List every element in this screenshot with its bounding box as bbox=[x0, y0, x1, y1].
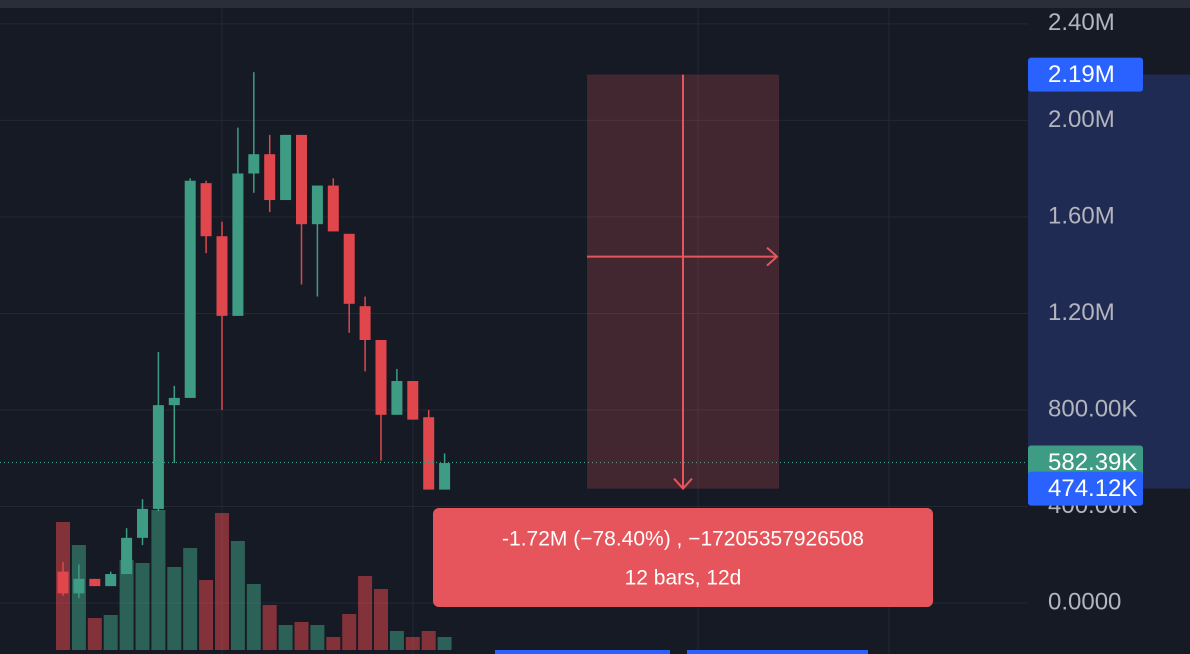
volume-bar bbox=[358, 576, 373, 650]
volume-bar bbox=[135, 563, 150, 650]
measure-v-arrowhead bbox=[673, 477, 693, 491]
axis-highlight bbox=[495, 650, 670, 654]
candle-body bbox=[105, 574, 117, 587]
volume-bar bbox=[342, 614, 357, 650]
volume-bar bbox=[374, 589, 388, 650]
volume-bar bbox=[326, 637, 341, 650]
candle-body bbox=[73, 578, 85, 594]
candle-body bbox=[232, 173, 244, 316]
candle-body bbox=[152, 405, 164, 509]
candle-body bbox=[296, 134, 307, 225]
price-label-bg bbox=[1028, 445, 1143, 480]
measure-tooltip-text: -1.72M (−78.40%) , −17205357926508 bbox=[502, 528, 864, 551]
candle-body bbox=[311, 185, 323, 225]
volume-bar bbox=[103, 615, 118, 650]
candle-body bbox=[391, 381, 403, 415]
candle-body bbox=[423, 417, 435, 490]
candle-body bbox=[407, 381, 419, 420]
candle-body bbox=[359, 306, 371, 340]
y-tick-label: 2.40M bbox=[1048, 9, 1115, 36]
volume-bar bbox=[278, 625, 293, 650]
volume-bar bbox=[262, 605, 277, 650]
candle-body bbox=[280, 134, 292, 201]
candle-body bbox=[343, 233, 355, 304]
volume-bar bbox=[230, 541, 245, 650]
volume-bar bbox=[199, 580, 214, 650]
candle-body bbox=[375, 339, 387, 415]
volume-bar bbox=[389, 631, 404, 650]
candle-body bbox=[327, 185, 339, 232]
y-tick-label: 0.0000 bbox=[1048, 588, 1121, 615]
candle-body bbox=[248, 154, 260, 174]
price-label-bg bbox=[1028, 57, 1143, 92]
measure-tooltip bbox=[433, 508, 933, 607]
volume-bar bbox=[119, 560, 134, 650]
candle-body bbox=[137, 508, 148, 538]
volume-bar bbox=[294, 622, 309, 650]
top-bar bbox=[0, 0, 1190, 8]
candle-body bbox=[264, 154, 276, 201]
candle-body bbox=[121, 537, 133, 575]
candle-body bbox=[168, 397, 180, 406]
volume-bar bbox=[151, 510, 166, 650]
measure-tooltip-text: 12 bars, 12d bbox=[625, 567, 742, 590]
candle-body bbox=[200, 183, 212, 237]
price-label: 2.19M bbox=[1048, 61, 1115, 88]
volume-bar bbox=[87, 618, 102, 650]
y-tick-label: 2.00M bbox=[1048, 106, 1115, 133]
y-tick-label: 1.20M bbox=[1048, 299, 1115, 326]
candle-body bbox=[184, 180, 196, 398]
axis-range-highlight bbox=[1028, 74, 1190, 489]
price-label: 582.39K bbox=[1048, 449, 1137, 476]
axis-highlight bbox=[687, 650, 868, 654]
volume-bar bbox=[183, 548, 198, 650]
volume-bar bbox=[310, 625, 325, 650]
y-tick-label: 800.00K bbox=[1048, 395, 1137, 422]
candle-body bbox=[57, 571, 69, 594]
y-tick-label: 1.60M bbox=[1048, 202, 1115, 229]
volume-bar bbox=[405, 637, 420, 650]
candle-body bbox=[89, 578, 101, 587]
volume-bar bbox=[167, 567, 182, 650]
price-label-bg bbox=[1028, 471, 1143, 506]
volume-bar bbox=[246, 584, 261, 650]
measure-h-arrowhead bbox=[766, 246, 779, 267]
price-label: 474.12K bbox=[1048, 475, 1137, 502]
volume-bar bbox=[421, 631, 436, 650]
candle-body bbox=[439, 463, 451, 490]
candle-body bbox=[216, 236, 228, 316]
volume-bar bbox=[215, 513, 229, 650]
volume-bar bbox=[437, 637, 452, 650]
